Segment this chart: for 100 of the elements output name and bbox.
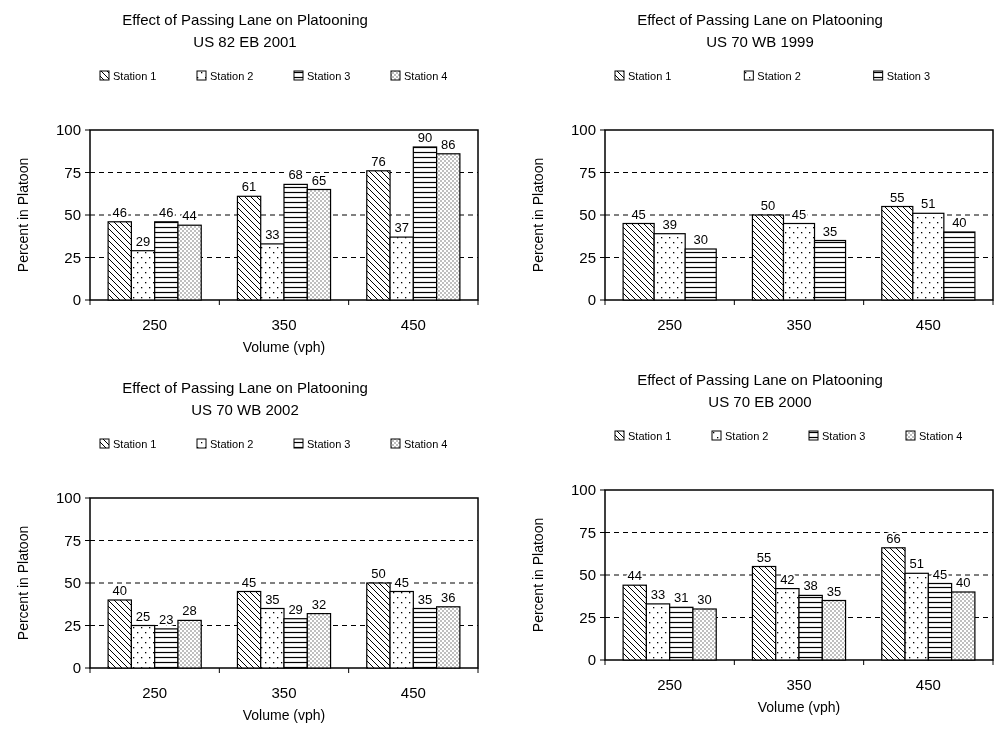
chart-title: Effect of Passing Lane on Platooning — [637, 11, 883, 28]
data-label: 44 — [182, 208, 197, 224]
legend-label: Station 3 — [307, 438, 351, 450]
x-tick-label: 450 — [915, 676, 941, 693]
data-label: 45 — [241, 574, 257, 590]
y-axis-title: Percent in Platoon — [15, 157, 31, 273]
data-label: 90 — [417, 130, 433, 145]
data-label: 45 — [932, 566, 948, 582]
y-tick-label: 75 — [64, 163, 81, 181]
x-tick-label: 450 — [915, 316, 941, 333]
data-label: 35 — [826, 583, 842, 599]
x-tick-label: 250 — [657, 676, 683, 693]
chart-subtitle: US 82 EB 2001 — [193, 33, 297, 50]
data-label: 55 — [890, 189, 905, 205]
data-label: 50 — [760, 198, 776, 213]
data-label: 51 — [909, 556, 924, 572]
chart-subtitle: US 70 WB 2002 — [191, 401, 299, 418]
legend-label: Station 2 — [757, 70, 801, 82]
x-axis-title: Volume (vph) — [242, 339, 326, 355]
y-tick-label: 100 — [55, 489, 81, 507]
data-label: 31 — [674, 590, 689, 606]
x-tick-label: 250 — [142, 316, 168, 333]
y-tick-label: 0 — [587, 291, 596, 309]
legend-label: Station 2 — [210, 70, 254, 82]
legend-label: Station 2 — [210, 438, 254, 450]
y-tick-label: 50 — [64, 574, 81, 592]
data-label: 37 — [394, 220, 409, 236]
data-label: 23 — [159, 611, 174, 627]
y-tick-label: 100 — [55, 121, 81, 139]
y-axis-title: Percent in Platoon — [530, 517, 546, 633]
y-tick-label: 0 — [72, 291, 81, 309]
data-label: 33 — [650, 586, 666, 602]
data-label: 46 — [112, 204, 127, 220]
legend-label: Station 3 — [307, 70, 351, 82]
legend-label: Station 1 — [628, 430, 672, 442]
x-tick-label: 250 — [657, 316, 683, 333]
y-tick-label: 75 — [579, 163, 596, 181]
x-tick-label: 350 — [271, 316, 297, 333]
chart-title: Effect of Passing Lane on Platooning — [122, 11, 368, 28]
x-tick-label: 350 — [786, 316, 812, 333]
y-tick-label: 100 — [570, 481, 596, 499]
chart-title: Effect of Passing Lane on Platooning — [122, 379, 368, 396]
x-tick-label: 450 — [400, 316, 426, 333]
data-label: 46 — [159, 204, 174, 220]
legend-label: Station 4 — [404, 438, 448, 450]
y-tick-label: 50 — [579, 566, 596, 584]
y-tick-label: 0 — [587, 651, 596, 669]
data-label: 30 — [697, 592, 712, 607]
y-tick-label: 0 — [72, 659, 81, 677]
y-tick-label: 75 — [64, 531, 81, 549]
data-label: 45 — [394, 574, 409, 590]
data-label: 35 — [265, 591, 280, 607]
data-label: 86 — [441, 136, 456, 152]
data-label: 35 — [822, 223, 838, 239]
y-tick-label: 75 — [579, 523, 596, 541]
y-tick-label: 25 — [579, 608, 596, 626]
data-label: 66 — [886, 530, 901, 546]
data-label: 32 — [311, 596, 327, 612]
chart-subtitle: US 70 EB 2000 — [708, 393, 812, 410]
legend-label: Station 4 — [919, 430, 963, 442]
data-label: 28 — [182, 603, 197, 619]
data-label: 42 — [780, 571, 795, 587]
data-label: 40 — [956, 575, 971, 590]
data-label: 65 — [311, 172, 327, 188]
data-label: 50 — [371, 566, 386, 581]
x-tick-label: 250 — [142, 684, 168, 701]
data-label: 61 — [241, 179, 257, 195]
y-axis-title: Percent in Platoon — [15, 525, 31, 641]
y-tick-label: 25 — [64, 248, 81, 266]
legend-label: Station 4 — [404, 70, 448, 82]
legend-label: Station 1 — [113, 438, 157, 450]
data-label: 39 — [662, 216, 677, 232]
legend-label: Station 2 — [725, 430, 769, 442]
legend-label: Station 3 — [822, 430, 866, 442]
data-label: 44 — [627, 568, 642, 584]
data-label: 29 — [135, 233, 151, 249]
data-label: 40 — [952, 215, 967, 230]
y-axis-title: Percent in Platoon — [530, 157, 546, 273]
legend-label: Station 3 — [886, 70, 931, 82]
x-tick-label: 350 — [786, 676, 812, 693]
y-tick-label: 100 — [570, 121, 596, 139]
chart-subtitle: US 70 WB 1999 — [706, 33, 814, 50]
x-axis-title: Volume (vph) — [242, 707, 326, 723]
data-label: 35 — [417, 591, 433, 607]
data-label: 38 — [803, 578, 818, 594]
x-axis-title: Volume (vph) — [757, 699, 841, 715]
data-label: 45 — [791, 206, 807, 222]
y-tick-label: 50 — [64, 206, 81, 224]
chart-title: Effect of Passing Lane on Platooning — [637, 371, 883, 388]
data-label: 36 — [441, 589, 456, 605]
x-tick-label: 350 — [271, 684, 297, 701]
data-label: 40 — [112, 583, 127, 598]
x-tick-label: 450 — [400, 684, 426, 701]
data-label: 30 — [693, 232, 708, 247]
data-label: 33 — [265, 226, 280, 242]
y-tick-label: 25 — [64, 616, 81, 634]
data-label: 29 — [288, 601, 303, 617]
y-tick-label: 25 — [579, 248, 596, 266]
data-label: 55 — [756, 549, 772, 565]
legend-label: Station 1 — [628, 70, 672, 82]
